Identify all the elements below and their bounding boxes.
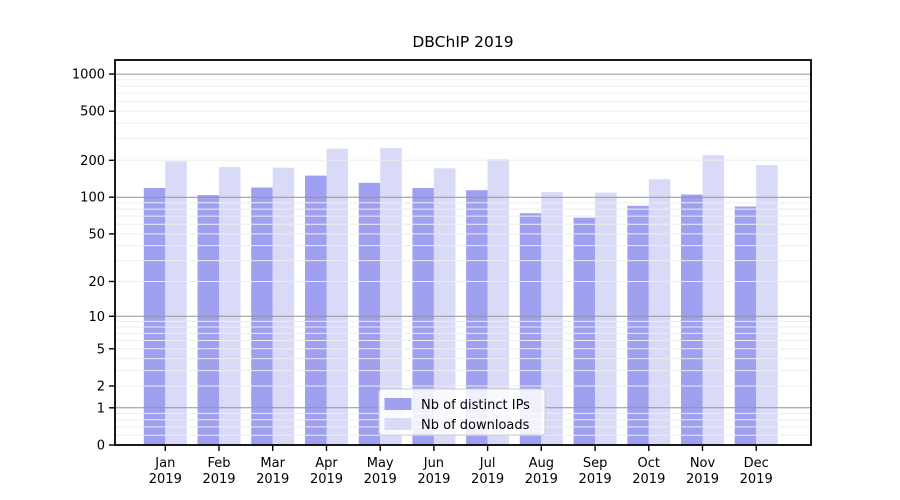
x-tick-label-month: Aug [529, 456, 554, 471]
chart-title: DBChIP 2019 [412, 33, 514, 51]
bar-apr-downloads [326, 148, 348, 446]
bar-nov-distinct-ips [681, 194, 703, 445]
x-tick-label-year: 2019 [202, 472, 235, 487]
x-tick-label-year: 2019 [579, 472, 612, 487]
y-tick-label: 50 [88, 227, 105, 242]
y-tick-label: 0 [97, 439, 105, 454]
x-tick-label-year: 2019 [686, 472, 719, 487]
x-tick-label-year: 2019 [525, 472, 558, 487]
bar-oct-downloads [648, 179, 671, 446]
bar-mar-downloads [272, 167, 295, 445]
bar-dec-distinct-ips [734, 206, 757, 445]
y-tick-label: 5 [97, 342, 105, 357]
x-tick-label-month: Jun [423, 456, 444, 471]
x-tick-label-month: Apr [315, 456, 338, 471]
legend-swatch-0 [384, 398, 412, 410]
x-tick-label-month: Mar [260, 456, 285, 471]
x-tick-label-year: 2019 [149, 472, 182, 487]
bar-apr-distinct-ips [305, 175, 327, 445]
x-tick-label-month: Oct [638, 456, 660, 471]
x-tick-label-year: 2019 [256, 472, 289, 487]
y-tick-label: 10 [88, 310, 105, 325]
bar-nov-downloads [702, 155, 724, 445]
bar-jan-downloads [165, 161, 187, 446]
legend-label-1: Nb of downloads [421, 418, 530, 433]
bar-jul-distinct-ips [466, 190, 488, 445]
x-tick-label-year: 2019 [740, 472, 773, 487]
bar-sep-distinct-ips [573, 217, 596, 445]
bar-may-distinct-ips [358, 182, 381, 446]
plot-frame [114, 59, 812, 446]
bar-jul-downloads [487, 159, 510, 445]
x-tick-label-year: 2019 [417, 472, 450, 487]
x-tick-label-year: 2019 [364, 472, 397, 487]
y-tick-label: 1 [97, 401, 105, 416]
legend-label-0: Nb of distinct IPs [421, 398, 530, 413]
x-tick-label-month: Jan [154, 456, 175, 471]
bar-feb-downloads [219, 167, 241, 445]
y-tick-label: 100 [80, 191, 105, 206]
legend-box [378, 388, 546, 436]
x-tick-label-month: Dec [744, 456, 769, 471]
x-tick-label-month: Sep [583, 456, 608, 471]
bar-aug-distinct-ips [519, 213, 542, 445]
x-tick-label-year: 2019 [310, 472, 343, 487]
bar-feb-distinct-ips [197, 195, 219, 445]
bar-oct-distinct-ips [627, 205, 649, 445]
x-tick-label-year: 2019 [632, 472, 665, 487]
x-tick-label-month: May [367, 456, 394, 471]
bar-jun-downloads [433, 168, 456, 446]
y-tick-label: 20 [88, 275, 105, 290]
bar-dec-downloads [756, 165, 778, 445]
bar-aug-downloads [541, 192, 563, 445]
x-tick-label-month: Feb [207, 456, 230, 471]
legend-swatch-1 [384, 418, 412, 430]
x-tick-label-month: Nov [690, 456, 716, 471]
y-tick-label: 1000 [72, 68, 105, 83]
x-tick-label-month: Jul [479, 456, 496, 471]
y-tick-label: 500 [80, 105, 105, 120]
bar-sep-downloads [595, 192, 617, 445]
y-tick-label: 2 [97, 380, 105, 395]
y-tick-label: 200 [80, 154, 105, 169]
x-tick-label-year: 2019 [471, 472, 504, 487]
